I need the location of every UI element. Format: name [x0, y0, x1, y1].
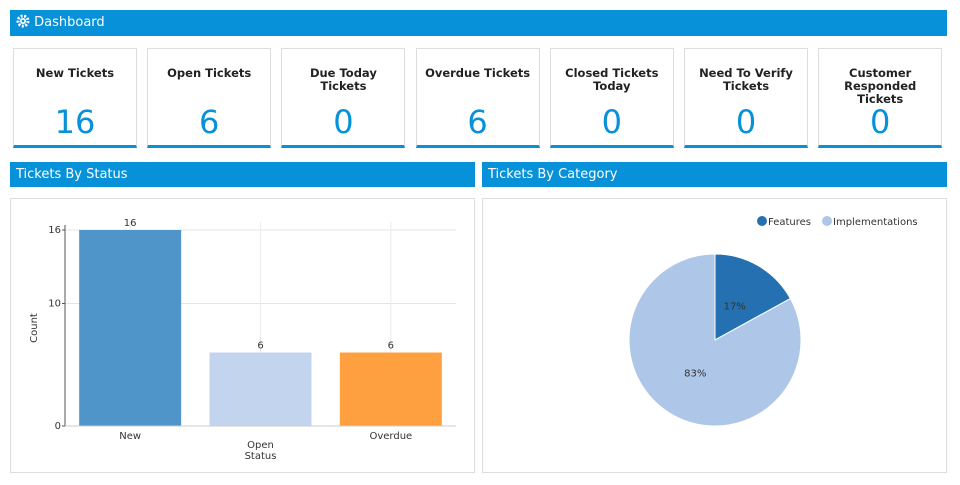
card-value: 6 [467, 103, 488, 141]
card-value: 0 [333, 103, 354, 141]
card-value: 16 [54, 103, 96, 141]
stat-card: Customer Responded Tickets 0 [818, 48, 943, 148]
x-axis-label: Status [245, 451, 277, 462]
status-panel [10, 198, 475, 473]
legend-swatch [822, 216, 832, 226]
stat-card: Overdue Tickets 6 [415, 48, 540, 148]
card-value: 0 [735, 103, 757, 141]
card-value: 6 [199, 103, 220, 141]
stat-card: New Tickets 16 [13, 48, 137, 148]
header-bar: Dashboard [10, 10, 947, 36]
stat-card: Due Today Tickets 0 [281, 48, 406, 148]
category-panel [482, 198, 947, 473]
stat-card: Open Tickets 6 [147, 48, 272, 148]
gear-icon [16, 14, 30, 28]
legend-label: Implementations [833, 217, 918, 228]
bar [79, 230, 182, 426]
pie-slice [628, 253, 802, 427]
y-axis-label: Count [29, 313, 40, 343]
bar [339, 352, 442, 426]
panel-title: Tickets By Status [10, 162, 475, 187]
x-tick-label: Overdue [369, 431, 412, 442]
stat-card: Need To Verify Tickets 0 [684, 48, 808, 148]
bar [209, 352, 312, 426]
card-label: Customer Responded Tickets [844, 66, 917, 106]
stat-card: Closed Tickets Today 0 [549, 48, 674, 148]
card-label: Overdue Tickets [425, 66, 531, 80]
card-label: Open Tickets [167, 66, 252, 80]
header-title: Dashboard [34, 15, 105, 30]
y-tick-label: 10 [48, 299, 61, 310]
y-tick-label: 16 [48, 225, 61, 236]
pie-slice [714, 253, 792, 341]
card-label: Need To Verify Tickets [699, 66, 793, 93]
legend-label: Features [768, 217, 811, 228]
y-tick-label: 0 [55, 421, 61, 432]
card-label: Closed Tickets Today [565, 66, 659, 93]
legend-swatch [757, 216, 767, 226]
card-value: 0 [601, 103, 622, 141]
value-label: 6 [388, 341, 394, 352]
value-label: 6 [257, 341, 263, 352]
x-tick-label: Open [247, 440, 274, 451]
card-label: Due Today Tickets [309, 66, 377, 93]
x-tick-label: New [119, 431, 141, 442]
card-label: New Tickets [35, 66, 115, 80]
value-label: 17% [724, 302, 746, 313]
value-label: 16 [124, 218, 137, 229]
value-label: 83% [684, 368, 706, 379]
card-value: 0 [870, 103, 891, 141]
panel-title: Tickets By Category [482, 162, 947, 187]
